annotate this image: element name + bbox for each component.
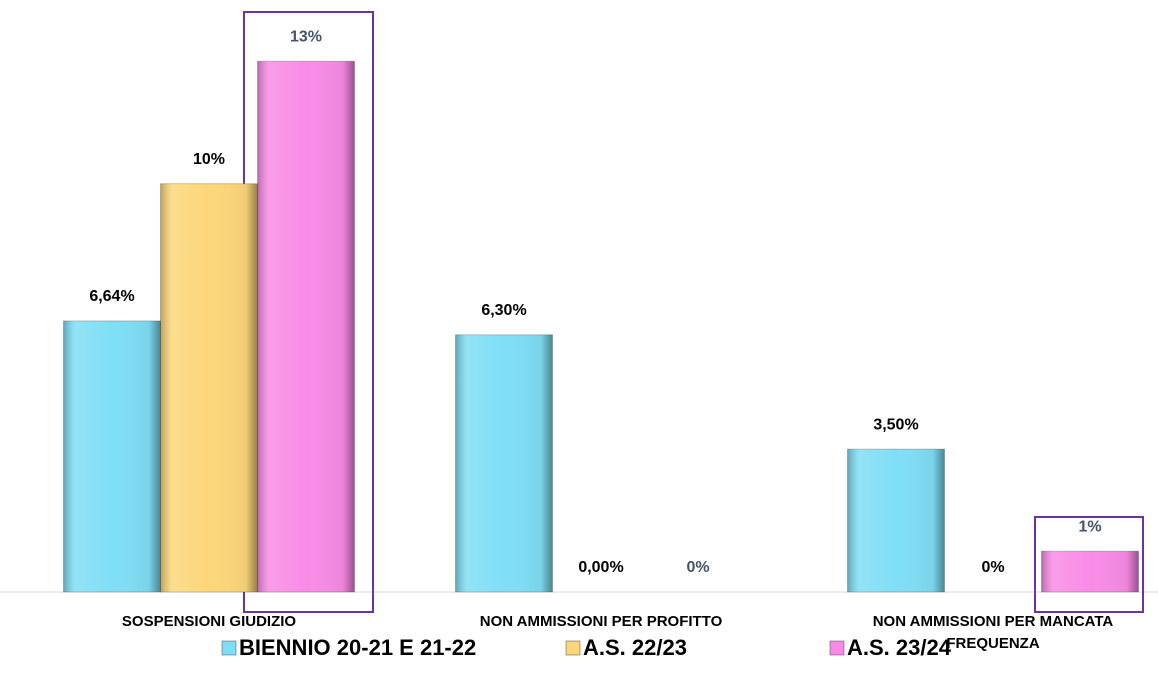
value-label: 1% xyxy=(1078,518,1101,535)
legend-swatch xyxy=(829,640,845,656)
x-tick-label: SOSPENSIONI GIUDIZIO xyxy=(121,613,297,630)
x-tick-label: NON AMMISSIONI PER MANCATA FREQUENZA xyxy=(872,613,1114,652)
bar-shade xyxy=(257,61,355,592)
bar-shade xyxy=(1041,551,1139,592)
legend-label: A.S. 23/24 xyxy=(847,635,952,660)
bar-shade xyxy=(847,449,945,592)
value-label: 0% xyxy=(981,559,1004,576)
highlight-box xyxy=(1034,516,1144,613)
value-label: 6,30% xyxy=(481,302,526,319)
value-label: 3,50% xyxy=(873,416,918,433)
value-label: 6,64% xyxy=(89,288,134,305)
bar-shade xyxy=(455,334,553,592)
value-label: 10% xyxy=(193,151,225,168)
value-label: 13% xyxy=(290,28,322,45)
value-label: 0% xyxy=(686,559,709,576)
legend-label: A.S. 22/23 xyxy=(583,635,687,660)
bar-shade xyxy=(160,183,258,593)
bar-shade xyxy=(63,320,161,592)
value-label: 0,00% xyxy=(578,559,623,576)
legend-swatch xyxy=(565,640,581,656)
x-tick-label: NON AMMISSIONI PER PROFITTO xyxy=(479,613,723,630)
legend-swatch xyxy=(221,640,237,656)
legend-label: BIENNIO 20-21 E 21-22 xyxy=(239,635,476,660)
